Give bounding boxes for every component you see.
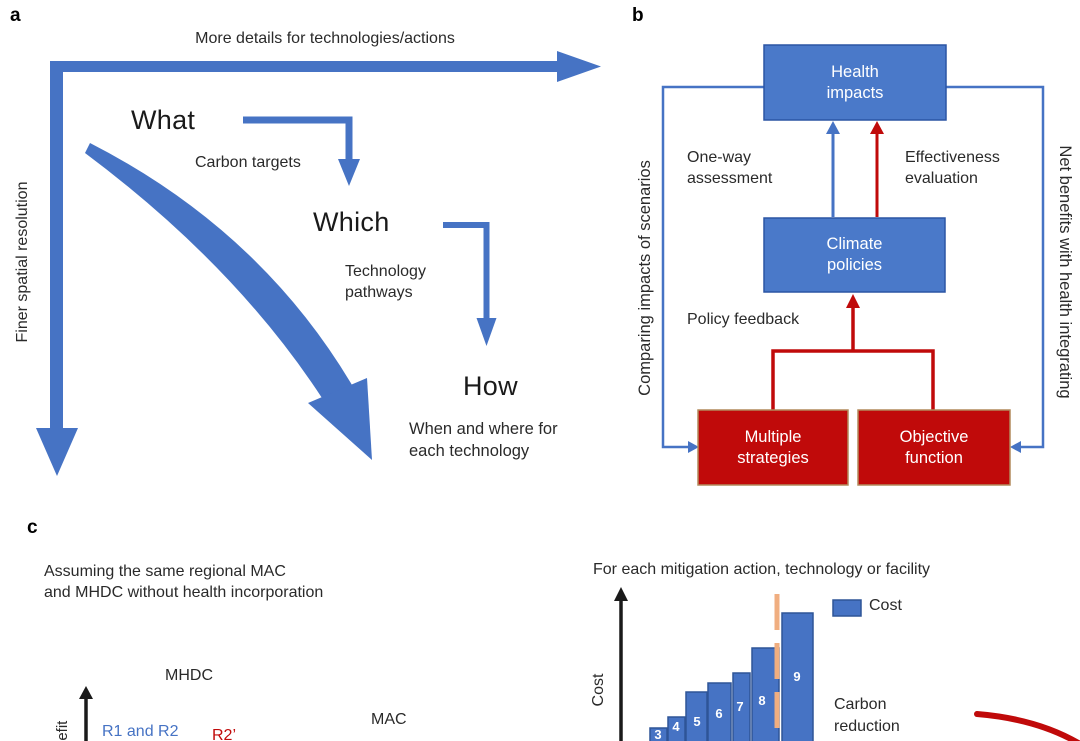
health-impacts-box: [763, 44, 947, 121]
cost-axis-arrowhead-icon: [614, 587, 628, 601]
curved-swoosh-arrow-icon: [85, 143, 352, 398]
step-how-subtitle: When and where for each technology: [409, 420, 558, 460]
cost-bar: [685, 691, 708, 741]
right-loop-line: [946, 85, 1045, 449]
objective-function-box-label: Objective function: [899, 427, 969, 467]
benefit-axis-label: Benefit: [54, 699, 72, 741]
step-how-title: How: [463, 371, 518, 401]
cost-bar: [732, 672, 751, 741]
one-way-arrowhead-icon: [826, 121, 840, 134]
policy-feedback-arrowhead-icon: [846, 294, 860, 308]
which-elbow-arrow-icon: [443, 222, 490, 320]
step-which-subtitle: Technology pathways: [345, 263, 426, 301]
cost-bar: [707, 682, 732, 741]
left-chart-caption: Assuming the same regional MAC and MHDC …: [44, 563, 324, 601]
cost-axis-label: Cost: [590, 673, 607, 707]
mac-red-curve: [974, 711, 1080, 741]
cost-legend-swatch: [832, 599, 862, 617]
left-loop-arrowhead-icon: [688, 441, 699, 453]
net-benefits-side-label: Net benefits with health integrating: [1056, 145, 1074, 399]
step-which-title: Which: [313, 207, 390, 237]
r1-r2-label: R1 and R2: [102, 723, 179, 740]
climate-policies-box-label: Climate policies: [826, 235, 883, 274]
curved-swoosh-arrowhead-icon: [308, 378, 372, 460]
cost-legend-label: Cost: [869, 597, 902, 614]
policy-feedback-label: Policy feedback: [687, 311, 800, 328]
mac-curve-label: MAC: [371, 711, 407, 728]
bar-number: 3: [654, 727, 662, 741]
r2-prime-label: R2’: [212, 727, 237, 741]
cost-bar: [649, 727, 668, 741]
multiple-strategies-box: [697, 409, 849, 486]
multiple-strategies-box-label: Multiple strategies: [737, 427, 809, 467]
bar-number: 8: [758, 693, 766, 708]
health-impacts-box-label: Health impacts: [826, 62, 884, 102]
what-elbow-arrow-icon: [243, 116, 353, 161]
comparing-impacts-side-label: Comparing impacts of scenarios: [636, 160, 654, 396]
climate-policies-box: [763, 217, 946, 293]
y-arrow-label: Finer spatial resolution: [14, 181, 31, 343]
bar-number: 7: [736, 699, 744, 714]
mhdc-curve-label: MHDC: [165, 667, 213, 684]
effectiveness-evaluation-label: Effectiveness evaluation: [905, 149, 1000, 187]
panel-c-label: c: [27, 517, 38, 538]
panel-b-label: b: [632, 5, 644, 26]
cost-bar: [781, 612, 814, 741]
one-way-assessment-label: One-way assessment: [687, 149, 773, 187]
cost-bar: [667, 716, 686, 741]
right-loop-arrowhead-icon: [1010, 441, 1021, 453]
bar-number: 4: [672, 719, 680, 734]
bar-number: 5: [693, 714, 701, 729]
policy-feedback-bracket: [771, 349, 935, 410]
which-elbow-arrowhead-icon: [476, 318, 497, 346]
benefit-axis-arrowhead-icon: [79, 686, 93, 699]
step-what-subtitle: Carbon targets: [195, 154, 301, 171]
left-loop-line: [661, 85, 764, 449]
step-what-title: What: [131, 105, 196, 135]
x-arrow-label: More details for technologies/actions: [195, 30, 455, 47]
panel-a-label: a: [10, 5, 21, 26]
finer-resolution-arrow-icon: [36, 61, 78, 476]
right-chart-title: For each mitigation action, technology o…: [593, 561, 931, 578]
effectiveness-arrowhead-icon: [870, 121, 884, 134]
bar-number: 6: [715, 706, 723, 721]
objective-function-box: [857, 409, 1011, 486]
carbon-reduction-annotation: Carbon reduction: [834, 696, 900, 735]
what-elbow-arrowhead-icon: [338, 159, 360, 186]
more-details-arrow-icon: [50, 51, 601, 82]
bar-number: 9: [793, 669, 801, 684]
